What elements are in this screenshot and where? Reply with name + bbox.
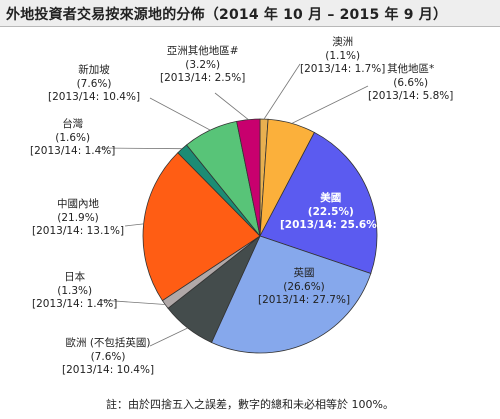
chart-title: 外地投資者交易按來源地的分佈（2014 年 10 月 – 2015 年 9 月） (0, 0, 500, 27)
label-mainland-china-name: 中國內地 (57, 198, 100, 210)
label-other-regions-prev: [2013/14: 5.8%] (368, 90, 454, 102)
label-australia-prev: [2013/14: 1.7%] (300, 63, 386, 75)
label-other-regions-name: 其他地區* (387, 63, 435, 75)
label-europe-ex-uk-prev: [2013/14: 10.4%] (62, 364, 155, 376)
label-taiwan: 台灣 (1.6%) [2013/14: 1.4%] (30, 118, 115, 159)
label-singapore-name: 新加坡 (78, 64, 110, 76)
pie-slice-uk (210, 235, 372, 354)
leader-line-australia (263, 63, 301, 120)
label-singapore-prev: [2013/14: 10.4%] (48, 91, 141, 103)
label-australia: 澳洲 (1.1%) [2013/14: 1.7%] (300, 36, 385, 77)
label-usa: 美國 (22.5%) [2013/14: 25.6%] (280, 192, 382, 233)
label-uk-pct: (26.6%) (283, 280, 325, 293)
label-uk-prev: [2013/14: 27.7%] (258, 294, 351, 306)
label-uk-name: 英國 (293, 267, 315, 279)
label-japan: 日本 (1.3%) [2013/14: 1.4%] (32, 271, 117, 312)
label-japan-prev: [2013/14: 1.4%] (32, 298, 118, 310)
label-other-asia: 亞洲其他地區# (3.2%) [2013/14: 2.5%] (160, 45, 245, 86)
label-australia-pct: (1.1%) (325, 49, 361, 62)
leader-line-taiwan (99, 147, 183, 150)
label-other-asia-name: 亞洲其他地區# (166, 45, 239, 57)
label-singapore: 新加坡 (7.6%) [2013/14: 10.4%] (48, 64, 140, 105)
leader-line-singapore (149, 97, 211, 131)
label-other-regions-pct: (6.6%) (393, 76, 429, 89)
label-usa-pct: (22.5%) (307, 205, 354, 218)
label-taiwan-name: 台灣 (62, 118, 84, 130)
leader-line-europe-ex-uk (149, 327, 188, 347)
pie-slice-mainland-china (142, 152, 261, 302)
label-europe-ex-uk-pct: (7.6%) (90, 350, 126, 363)
label-mainland-china: 中國內地 (21.9%) [2013/14: 13.1%] (32, 198, 124, 239)
label-taiwan-prev: [2013/14: 1.4%] (30, 145, 116, 157)
leader-line-other-regions (291, 85, 369, 124)
leader-line-other-asia (214, 92, 249, 120)
label-mainland-china-prev: [2013/14: 13.1%] (32, 225, 125, 237)
label-taiwan-pct: (1.6%) (55, 131, 91, 144)
label-uk: 英國 (26.6%) [2013/14: 27.7%] (258, 267, 350, 308)
leader-line-mainland-china (124, 223, 144, 227)
label-other-asia-prev: [2013/14: 2.5%] (160, 72, 246, 84)
label-usa-prev: [2013/14: 25.6%] (280, 219, 382, 231)
label-japan-pct: (1.3%) (57, 284, 93, 297)
label-other-asia-pct: (3.2%) (185, 58, 221, 71)
label-other-regions: 其他地區* (6.6%) [2013/14: 5.8%] (368, 63, 453, 104)
label-australia-name: 澳洲 (332, 36, 354, 48)
leader-line-japan (99, 299, 166, 305)
pie-slice-usa (259, 131, 378, 275)
label-singapore-pct: (7.6%) (76, 77, 112, 90)
label-japan-name: 日本 (64, 271, 86, 283)
label-mainland-china-pct: (21.9%) (57, 211, 99, 224)
label-usa-name: 美國 (320, 192, 342, 204)
label-europe-ex-uk-name: 歐洲 (不包括英國) (65, 337, 151, 349)
label-europe-ex-uk: 歐洲 (不包括英國) (7.6%) [2013/14: 10.4%] (62, 337, 154, 378)
footnote: 註：由於四捨五入之誤差，數字的總和未必相等於 100%。 (106, 398, 394, 411)
